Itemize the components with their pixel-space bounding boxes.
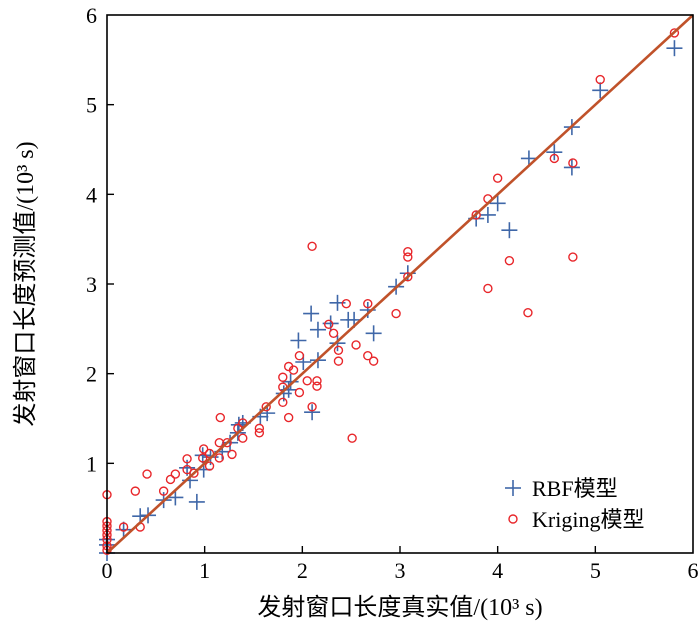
kriging-point [523,307,533,318]
kriging-point [278,397,288,408]
y-tick-label: 4 [86,182,97,207]
rbf-point [167,489,184,506]
kriging-point [312,381,322,391]
kriging-point [471,210,481,220]
kriging-point [165,474,176,485]
rbf-point [194,447,211,464]
rbf-point [329,335,346,352]
rbf-point [520,150,537,167]
x-axis-label: 发射窗口长度真实值/(10³ s) [257,594,542,621]
kriging-point [363,351,373,361]
kriging-point [403,247,413,257]
x-tick-label: 6 [688,558,699,583]
kriging-point [288,365,299,375]
x-tick-label: 4 [492,558,503,583]
kriging-point [549,153,560,164]
y-tick-label: 5 [86,93,97,118]
kriging-point [254,428,265,438]
x-tick-label: 5 [590,558,601,583]
rbf-point [303,305,320,322]
legend-marker-kriging [508,514,518,524]
rbf-point [222,434,239,451]
kriging-point [222,438,232,448]
plot-marks [99,14,694,561]
kriging-point [283,412,294,423]
kriging-point [142,469,152,479]
kriging-point [294,351,305,361]
x-tick-label: 3 [395,558,406,583]
kriging-point [328,328,339,339]
kriging-point [351,340,361,350]
axis-ticks: 0 1 2 3 4 5 6 1 2 3 4 5 6 [86,3,699,583]
rbf-point [115,521,132,538]
kriging-point [403,252,413,262]
kriging-point [492,173,503,183]
kriging-point [568,158,578,168]
kriging-point [302,376,312,386]
legend-label-rbf: RBF模型 [532,476,618,501]
kriging-point [278,372,288,382]
kriging-point [333,356,344,366]
y-axis-label: 发射窗口长度预测值/(10³ s) [12,141,39,426]
kriging-point [595,74,605,85]
kriging-point [341,299,351,309]
kriging-point [130,486,141,496]
rbf-point [259,405,276,422]
kriging-point [261,402,271,412]
kriging-point [324,319,334,330]
reference-line [106,14,694,554]
kriging-point [215,412,225,423]
rbf-point [592,82,609,99]
kriging-point [227,449,237,460]
rbf-point [546,144,563,161]
kriging-point [391,308,401,319]
kriging-point [254,423,265,434]
kriging-point [403,272,413,282]
kriging-point [238,433,248,443]
rbf-point [282,373,299,390]
rbf-point [489,195,506,212]
kriging-point [312,376,322,386]
kriging-point [307,402,317,412]
kriging-point [483,283,493,294]
x-tick-label: 0 [102,558,113,583]
kriging-point [368,356,379,366]
kriging-point [158,486,169,496]
rbf-point [309,321,326,338]
kriging-point [118,522,129,532]
x-tick-label: 2 [297,558,308,583]
y-tick-label: 1 [86,451,97,476]
y-tick-label: 2 [86,362,97,387]
rbf-point [365,325,382,342]
kriging-point [669,28,680,38]
rbf-point [666,40,683,57]
rbf-point [188,493,205,510]
kriging-point [307,241,317,252]
kriging-point [182,454,192,464]
kriging-point [214,453,225,463]
kriging-point [347,433,357,443]
kriging-point [294,387,305,398]
kriging-point [170,469,181,479]
y-tick-label: 6 [86,3,97,28]
legend-marker-rbf [505,480,521,496]
kriging-point [333,345,344,356]
kriging-point [198,453,208,463]
kriging-point [568,252,578,262]
rbf-point [304,404,321,421]
kriging-point [504,255,515,266]
legend-label-kriging: Kriging模型 [532,507,644,532]
y-tick-label: 3 [86,272,97,297]
kriging-point [189,468,199,478]
rbf-point [290,332,307,349]
rbf-point [501,222,518,239]
kriging-point [198,444,209,454]
x-tick-label: 1 [199,558,210,583]
kriging-point [363,299,373,309]
legend: RBF模型 Kriging模型 [505,476,644,532]
kriging-point [204,461,215,471]
rbf-point [479,206,496,223]
